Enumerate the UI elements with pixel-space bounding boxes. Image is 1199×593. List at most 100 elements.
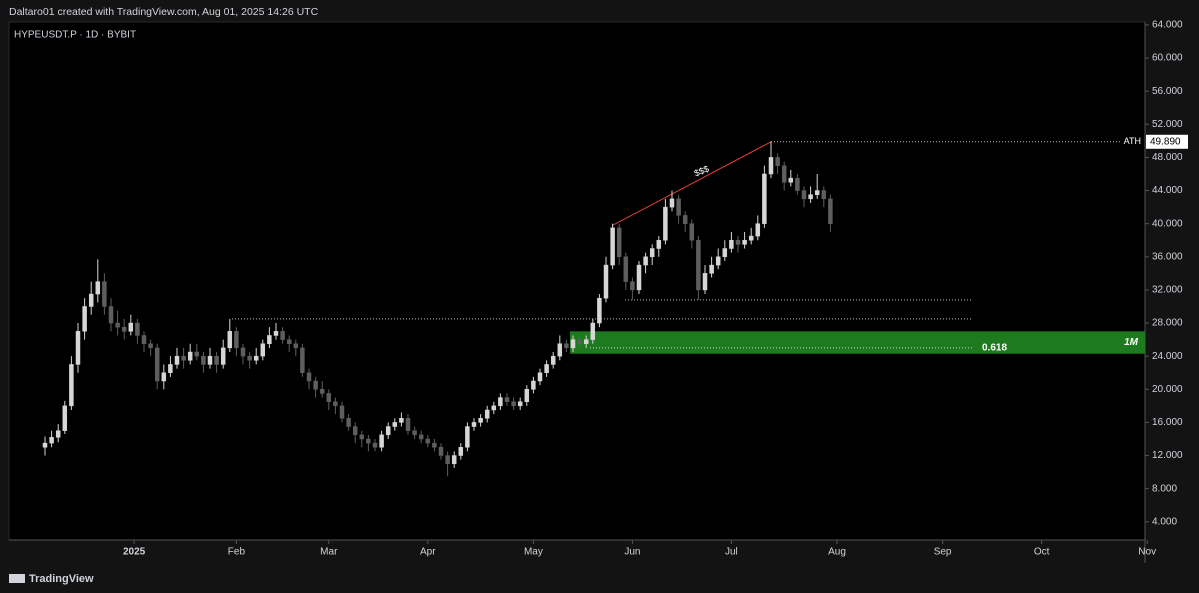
candle-body bbox=[748, 235, 754, 241]
y-tick-label: 52.000 bbox=[1152, 119, 1183, 130]
zone-label: 1M bbox=[1124, 337, 1139, 348]
candle-body bbox=[372, 442, 378, 448]
candle-body bbox=[814, 190, 820, 195]
candle-body bbox=[273, 331, 279, 336]
candle-body bbox=[722, 248, 728, 258]
candle-body bbox=[392, 422, 398, 427]
y-tick-label: 8.000 bbox=[1152, 483, 1177, 494]
candle-body bbox=[438, 447, 444, 456]
candle-body bbox=[115, 322, 120, 328]
candle-body bbox=[583, 339, 589, 344]
candle-body bbox=[709, 264, 714, 274]
candle-body bbox=[95, 281, 101, 295]
candle-body bbox=[643, 256, 648, 266]
candle-body bbox=[610, 227, 615, 266]
candle-body bbox=[214, 355, 219, 365]
candle-body bbox=[181, 355, 186, 361]
candle-body bbox=[564, 343, 569, 349]
candle-body bbox=[234, 331, 239, 349]
candle-body bbox=[405, 418, 411, 431]
candle-body bbox=[247, 355, 252, 361]
candle-body bbox=[630, 281, 635, 291]
y-tick-label: 28.000 bbox=[1152, 318, 1183, 329]
candle-body bbox=[471, 422, 477, 427]
y-tick-label: 4.000 bbox=[1152, 516, 1177, 527]
candle-body bbox=[313, 380, 318, 390]
x-tick-label: Sep bbox=[934, 547, 952, 558]
candle-body bbox=[168, 364, 173, 373]
candle-body bbox=[220, 347, 226, 365]
candle-body bbox=[663, 206, 668, 241]
candle-body bbox=[69, 364, 74, 407]
x-tick-label: 2025 bbox=[123, 547, 146, 558]
candle-body bbox=[458, 447, 464, 456]
x-tick-label: Oct bbox=[1034, 547, 1050, 558]
candle-body bbox=[425, 438, 431, 444]
x-tick-label: Jul bbox=[725, 547, 738, 558]
y-tick-label: 44.000 bbox=[1152, 185, 1183, 196]
candle-body bbox=[484, 409, 490, 419]
candle-body bbox=[702, 273, 708, 291]
candle-body bbox=[306, 372, 312, 382]
candle-body bbox=[676, 198, 681, 216]
candle-body bbox=[511, 401, 516, 407]
candle-body bbox=[141, 335, 147, 344]
candle-body bbox=[319, 389, 325, 394]
candle-body bbox=[795, 177, 800, 191]
candle-body bbox=[550, 355, 556, 365]
candle-body bbox=[491, 405, 497, 411]
candle-body bbox=[808, 194, 813, 200]
candle-body bbox=[154, 347, 160, 382]
y-tick-label: 56.000 bbox=[1152, 86, 1183, 97]
candle-body bbox=[339, 405, 345, 419]
candle-body bbox=[55, 430, 61, 438]
candle-body bbox=[326, 393, 332, 402]
candle-body bbox=[121, 326, 127, 332]
candle-body bbox=[128, 322, 134, 332]
candle-body bbox=[821, 190, 827, 200]
candle-body bbox=[636, 264, 642, 291]
fib-label: 0.618 bbox=[982, 343, 1007, 354]
candle-body bbox=[478, 418, 483, 423]
y-tick-label: 64.000 bbox=[1152, 20, 1183, 31]
candle-body bbox=[207, 355, 213, 365]
plot-area bbox=[8, 21, 1146, 541]
candle-body bbox=[465, 426, 470, 448]
candle-body bbox=[498, 397, 503, 407]
candle-body bbox=[352, 426, 358, 436]
candle-body bbox=[88, 293, 94, 307]
candle-body bbox=[418, 434, 424, 440]
price-tag-label: 49.890 bbox=[1150, 136, 1181, 147]
candle-body bbox=[267, 335, 272, 344]
x-tick-label: May bbox=[524, 547, 543, 558]
candle-body bbox=[557, 343, 563, 357]
candle-body bbox=[148, 343, 153, 349]
candle-body bbox=[762, 173, 767, 224]
symbol: HYPEUSDT.P · 1D · BYBIT bbox=[14, 30, 136, 41]
trendline bbox=[612, 141, 772, 226]
y-tick-label: 48.000 bbox=[1152, 152, 1183, 163]
x-tick-label: Jun bbox=[624, 547, 640, 558]
candle-body bbox=[108, 306, 114, 324]
candle-body bbox=[253, 355, 259, 361]
x-tick-label: Feb bbox=[228, 547, 246, 558]
candle-body bbox=[412, 430, 417, 436]
price-tag bbox=[1146, 134, 1188, 149]
candle-body bbox=[451, 455, 457, 465]
candle-body bbox=[828, 198, 833, 224]
candle-body bbox=[696, 239, 701, 291]
candle-body bbox=[577, 339, 582, 344]
y-tick-label: 24.000 bbox=[1152, 351, 1183, 362]
candle-body bbox=[742, 239, 747, 245]
candle-body bbox=[597, 297, 602, 324]
candle-body bbox=[669, 198, 675, 208]
y-tick-label: 60.000 bbox=[1152, 53, 1183, 64]
candle-body bbox=[240, 347, 246, 357]
candle-body bbox=[768, 157, 774, 175]
candle-body bbox=[781, 165, 787, 183]
y-tick-label: 40.000 bbox=[1152, 218, 1183, 229]
candle-body bbox=[75, 331, 81, 365]
candle-body bbox=[42, 442, 48, 448]
candle-body bbox=[649, 248, 655, 258]
